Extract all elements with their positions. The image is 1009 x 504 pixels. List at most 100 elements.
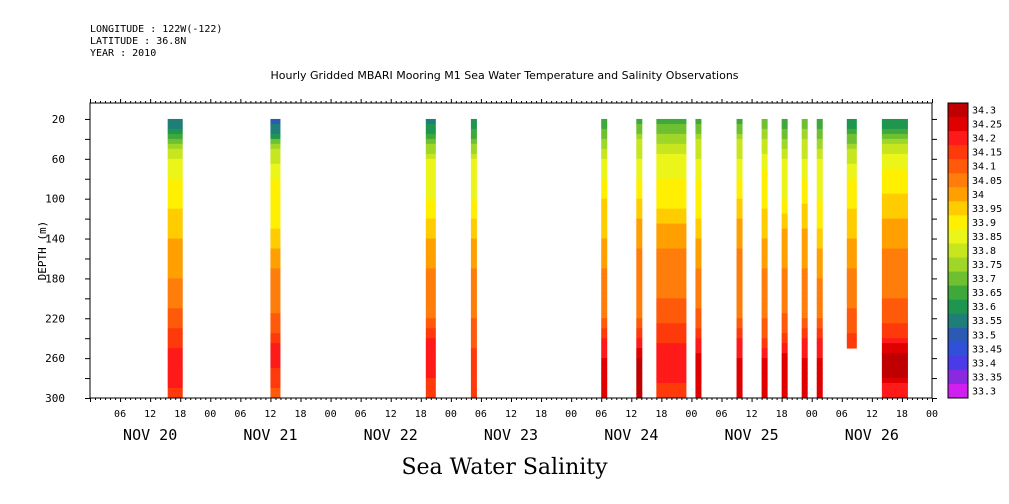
salinity-cell [816, 308, 823, 314]
salinity-cell [736, 143, 743, 150]
salinity-cell [881, 243, 908, 249]
salinity-cell [601, 183, 608, 190]
salinity-cell [816, 313, 823, 319]
salinity-cell [801, 188, 808, 195]
salinity-cell [167, 328, 183, 334]
salinity-cell [470, 393, 477, 399]
salinity-column [816, 118, 823, 399]
salinity-cell [270, 258, 281, 264]
salinity-cell [736, 338, 743, 344]
salinity-cell [270, 188, 281, 195]
salinity-cell [656, 128, 687, 135]
salinity-cell [801, 253, 808, 259]
colorbar-swatch [948, 159, 968, 174]
salinity-cell [881, 248, 908, 254]
x-tick-label: 06 [355, 409, 367, 420]
salinity-cell [656, 258, 687, 264]
salinity-cell [470, 318, 477, 324]
salinity-cell [736, 298, 743, 304]
salinity-cell [846, 118, 857, 125]
salinity-cell [801, 138, 808, 145]
colorbar-swatch [948, 229, 968, 244]
salinity-cell [270, 348, 281, 354]
salinity-cell [470, 168, 477, 175]
salinity-cell [167, 333, 183, 339]
longitude-label: LONGITUDE : 122W(-122) [90, 24, 223, 35]
x-day-label: NOV 21 [243, 426, 297, 444]
salinity-cell [801, 148, 808, 155]
salinity-cell [781, 348, 788, 354]
salinity-cell [270, 178, 281, 185]
salinity-cell [846, 278, 857, 284]
salinity-cell [801, 218, 808, 224]
salinity-cell [425, 358, 436, 364]
salinity-cell [167, 338, 183, 344]
salinity-cell [167, 173, 183, 180]
salinity-cell [695, 123, 702, 130]
salinity-cell [781, 138, 788, 145]
salinity-cell [816, 333, 823, 339]
salinity-cell [781, 388, 788, 394]
salinity-cell [601, 178, 608, 185]
salinity-cell [656, 383, 687, 389]
colorbar-swatch [948, 173, 968, 188]
salinity-cell [656, 323, 687, 329]
salinity-cell [695, 233, 702, 239]
salinity-cell [801, 228, 808, 234]
salinity-cell [167, 318, 183, 324]
salinity-cell [636, 348, 643, 354]
salinity-cell [656, 393, 687, 399]
colorbar-swatch [948, 201, 968, 216]
salinity-cell [636, 388, 643, 394]
x-tick-label: 06 [595, 409, 607, 420]
salinity-cell [601, 278, 608, 284]
salinity-cell [470, 213, 477, 220]
salinity-cell [167, 258, 183, 264]
salinity-cell [167, 343, 183, 349]
salinity-cell [781, 378, 788, 384]
salinity-cell [881, 228, 908, 234]
salinity-cell [601, 368, 608, 374]
salinity-cell [695, 308, 702, 314]
x-day-label: NOV 20 [123, 426, 177, 444]
salinity-cell [846, 343, 857, 349]
salinity-cell [695, 133, 702, 140]
salinity-cell [167, 303, 183, 309]
salinity-cell [881, 258, 908, 264]
salinity-cell [695, 178, 702, 185]
salinity-cell [801, 383, 808, 389]
salinity-cell [656, 233, 687, 239]
salinity-column [636, 118, 643, 399]
salinity-cell [470, 178, 477, 185]
salinity-cell [425, 323, 436, 329]
salinity-cell [881, 193, 908, 200]
salinity-cell [270, 263, 281, 269]
salinity-cell [270, 378, 281, 384]
salinity-cell [425, 308, 436, 314]
salinity-cell [816, 228, 823, 234]
salinity-cell [601, 383, 608, 389]
salinity-cell [636, 233, 643, 239]
salinity-cell [636, 313, 643, 319]
salinity-cell [656, 298, 687, 304]
y-tick-label: 140 [45, 233, 65, 246]
salinity-cell [816, 323, 823, 329]
salinity-cell [881, 143, 908, 150]
salinity-cell [736, 213, 743, 220]
salinity-cell [761, 273, 768, 279]
x-tick-label: 12 [264, 409, 276, 420]
salinity-cell [425, 273, 436, 279]
salinity-cell [636, 328, 643, 334]
salinity-cell [425, 263, 436, 269]
salinity-cell [470, 183, 477, 190]
salinity-cell [816, 118, 823, 125]
salinity-cell [781, 213, 788, 220]
salinity-cell [425, 393, 436, 399]
salinity-cell [601, 238, 608, 244]
salinity-cell [761, 223, 768, 229]
salinity-cell [695, 163, 702, 170]
salinity-cell [695, 258, 702, 264]
salinity-cell [736, 273, 743, 279]
colorbar-swatch [948, 271, 968, 287]
salinity-cell [656, 263, 687, 269]
